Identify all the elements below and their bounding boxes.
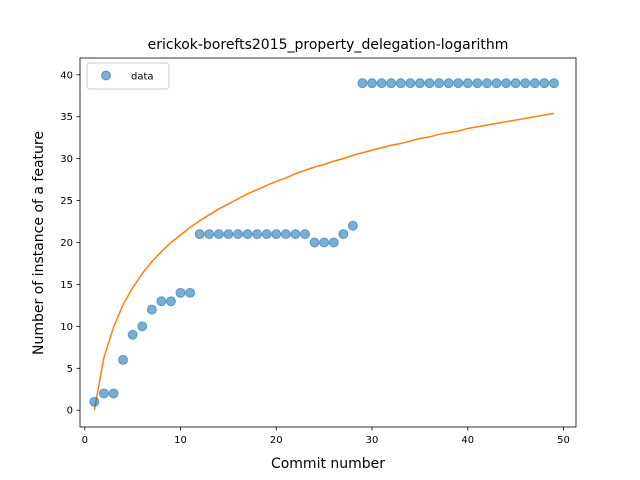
data-point <box>338 229 349 240</box>
plot-area <box>89 78 559 411</box>
y-tick-label: 0 <box>67 406 73 417</box>
chart-title: erickok-borefts2015_property_delegation-… <box>148 37 509 53</box>
legend: data <box>86 62 170 90</box>
y-tick-label: 20 <box>60 238 73 249</box>
data-point <box>271 229 282 240</box>
data-point <box>118 354 129 365</box>
x-tick-label: 10 <box>174 435 187 446</box>
y-tick-label: 40 <box>60 70 73 81</box>
data-point <box>175 287 186 298</box>
data-point <box>453 78 464 89</box>
axes: 0 10 20 30 40 50 0 5 10 15 20 25 30 35 40 <box>60 57 577 446</box>
data-point <box>520 78 531 89</box>
y-axis-label: Number of instance of a feature <box>31 131 47 355</box>
data-point <box>108 388 119 399</box>
data-point <box>137 321 148 332</box>
data-point <box>185 287 196 298</box>
x-tick-label: 0 <box>82 435 88 446</box>
data-point <box>510 78 521 89</box>
legend-label-data: data <box>131 72 154 83</box>
data-point <box>261 229 272 240</box>
data-point <box>194 229 205 240</box>
data-point <box>213 229 224 240</box>
data-point <box>539 78 550 89</box>
y-tick-label: 25 <box>60 196 73 207</box>
data-point <box>252 229 263 240</box>
data-point <box>472 78 483 89</box>
data-point <box>309 237 320 248</box>
y-tick-label: 30 <box>60 154 73 165</box>
legend-marker-data <box>101 70 111 81</box>
legend-box <box>86 62 170 90</box>
x-tick-label: 20 <box>270 435 283 446</box>
y-tick-label: 15 <box>60 280 73 291</box>
data-point <box>548 78 559 89</box>
data-point <box>367 78 378 89</box>
data-point <box>127 329 138 340</box>
data-point <box>424 78 435 89</box>
x-axis-label: Commit number <box>271 456 385 472</box>
data-point <box>89 396 100 407</box>
data-point <box>405 78 416 89</box>
data-point <box>232 229 243 240</box>
data-point <box>156 296 167 307</box>
x-tick-label: 50 <box>557 435 570 446</box>
data-point <box>347 220 358 231</box>
data-point <box>319 237 330 248</box>
data-point <box>242 229 253 240</box>
data-point <box>376 78 387 89</box>
data-point <box>328 237 339 248</box>
y-tick-label: 35 <box>60 112 73 123</box>
data-point <box>204 229 215 240</box>
data-point <box>501 78 512 89</box>
x-tick-label: 40 <box>461 435 474 446</box>
y-tick-label: 5 <box>67 364 73 375</box>
data-point <box>98 388 109 399</box>
fit-line-0 <box>93 112 555 411</box>
data-point <box>462 78 473 89</box>
data-point <box>357 78 368 89</box>
data-point <box>529 78 540 89</box>
data-point <box>290 229 301 240</box>
data-point <box>165 296 176 307</box>
y-tick-label: 10 <box>60 322 73 333</box>
data-point <box>146 304 157 315</box>
data-point <box>395 78 406 89</box>
data-point <box>434 78 445 89</box>
data-point <box>481 78 492 89</box>
x-tick-label: 30 <box>366 435 379 446</box>
data-point <box>300 229 311 240</box>
data-point <box>443 78 454 89</box>
data-point <box>223 229 234 240</box>
data-point <box>280 229 291 240</box>
data-point <box>386 78 397 89</box>
data-point <box>491 78 502 89</box>
data-point <box>414 78 425 89</box>
